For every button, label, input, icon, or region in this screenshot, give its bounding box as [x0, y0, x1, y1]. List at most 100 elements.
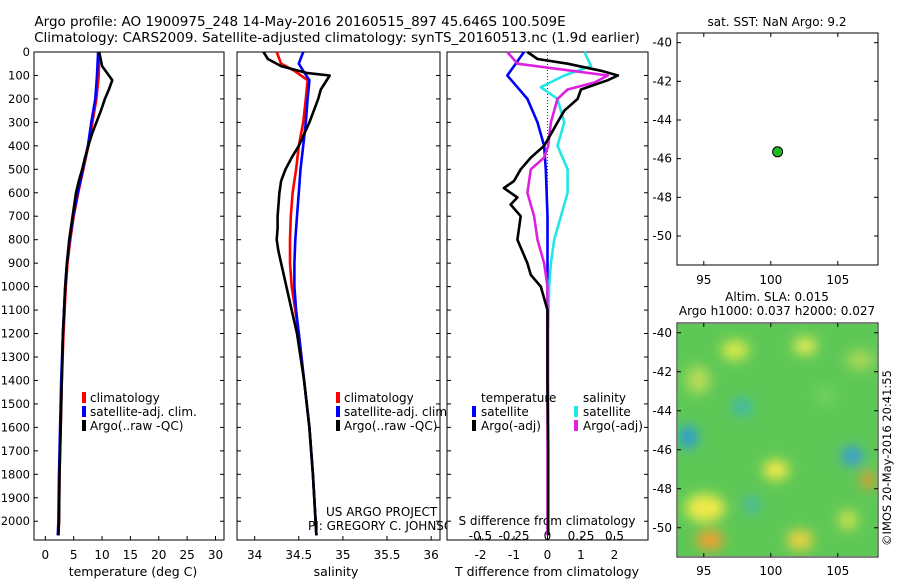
x-tick-label: 36	[424, 548, 439, 562]
x-tick-label: 30	[208, 548, 223, 562]
legend-label-argo: Argo(..raw -QC)	[90, 419, 183, 433]
depth-tick-label: 1000	[1, 280, 30, 294]
depth-tick-label: 2000	[1, 514, 30, 528]
depth-tick-label: 1900	[1, 491, 30, 505]
x-tick-label: 34.5	[285, 548, 312, 562]
x-tick-label: 0	[544, 548, 552, 562]
salinity-depth-ticks	[237, 51, 440, 522]
lat-tick-label: -50	[652, 229, 672, 243]
depth-tick-label: 0	[23, 45, 30, 59]
depth-tick-label: 500	[8, 162, 30, 176]
salinity-axis: 34 34.5 35 35.5 36	[247, 536, 439, 562]
depth-tick-label: 1400	[1, 373, 30, 387]
salinity-panel: 34 34.5 35 35.5 36 climatology satellite-adj…	[236, 51, 462, 579]
lat-tick-label: -40	[652, 36, 672, 50]
lat-tick-label: -42	[652, 365, 672, 379]
location-map-panel: sat. SST: NaN Argo: 9.2 95 100 105 -40 -42 -4…	[652, 15, 879, 287]
legend-swatch-t-argo	[472, 420, 476, 431]
series-line-argo-raw-qc-	[262, 51, 332, 536]
depth-tick-label: 100	[8, 68, 30, 82]
salinity-plot-area	[236, 51, 441, 541]
depth-tick-label: 900	[8, 256, 30, 270]
x-tick-label: 20	[151, 548, 166, 562]
legend-swatch-t-satellite	[472, 406, 476, 417]
depth-tick-label: 1800	[1, 467, 30, 481]
legend-swatch-argo	[336, 420, 340, 431]
s-difference-label: S difference from climatology	[459, 514, 636, 528]
series-line-t-argo-adj-	[502, 50, 620, 536]
x-tick-label: 2	[611, 548, 619, 562]
lon-tick-label: 100	[759, 564, 782, 578]
temperature-legend: climatology satellite-adj. clim. Argo(..…	[82, 391, 197, 433]
s-tick-label: -0.25	[498, 529, 529, 543]
difference-legend: temperature salinity satellite Argo(-adj…	[472, 391, 643, 433]
imos-stamp: ©IMOS 20-May-2016 20:41:55	[880, 370, 894, 546]
legend-title-temperature: temperature	[481, 391, 556, 405]
temperature-series	[56, 51, 114, 536]
lat-tick-label: -46	[652, 443, 672, 457]
legend-swatch-s-satellite	[574, 406, 578, 417]
legend-label-s-argo: Argo(-adj)	[583, 419, 643, 433]
x-tick-label: 35.5	[374, 548, 401, 562]
sla-title-line1: Altim. SLA: 0.015	[725, 290, 829, 304]
credit-project: US ARGO PROJECT	[326, 505, 438, 519]
difference-series	[502, 50, 620, 536]
legend-label-t-satellite: satellite	[481, 405, 529, 419]
lat-tick-label: -44	[652, 404, 672, 418]
temperature-axis: 0 5 10 15 20 25 30	[42, 536, 223, 562]
salinity-series	[262, 51, 332, 536]
legend-label-satellite: satellite-adj. clim.	[344, 405, 451, 419]
temperature-panel: 0100200300400500600700800900100011001200…	[1, 45, 225, 579]
argo-station-marker	[772, 146, 784, 158]
lon-tick-label: 95	[696, 564, 711, 578]
s-tick-label: -0.5	[469, 529, 492, 543]
lat-tick-label: -50	[652, 521, 672, 535]
depth-tick-label: 1100	[1, 303, 30, 317]
legend-label-climatology: climatology	[90, 391, 160, 405]
x-tick-label: 35	[335, 548, 350, 562]
x-tick-label: 25	[179, 548, 194, 562]
depth-tick-label: 300	[8, 115, 30, 129]
x-tick-label: 15	[123, 548, 138, 562]
depth-tick-label: 200	[8, 92, 30, 106]
legend-swatch-climatology	[82, 392, 86, 403]
sla-map-axes: 95 100 105 -40 -42 -44 -46 -48 -50	[652, 323, 878, 578]
x-tick-label: 1	[577, 548, 585, 562]
lat-tick-label: -48	[652, 190, 672, 204]
legend-label-t-argo: Argo(-adj)	[481, 419, 541, 433]
temperature-plot-area	[33, 51, 225, 541]
x-tick-label: 34	[247, 548, 262, 562]
series-line-argo-raw-qc-	[57, 51, 114, 536]
legend-title-salinity: salinity	[583, 391, 626, 405]
lon-tick-label: 100	[759, 273, 782, 287]
legend-swatch-climatology	[336, 392, 340, 403]
legend-label-s-satellite: satellite	[583, 405, 631, 419]
s-tick-label: 0.5	[605, 529, 624, 543]
lon-tick-label: 105	[826, 273, 849, 287]
sla-map-frame	[676, 322, 879, 558]
figure-title-line2: Climatology: CARS2009. Satellite-adjuste…	[34, 30, 640, 46]
legend-label-climatology: climatology	[344, 391, 414, 405]
difference-panel: -2 -1 0 1 2 -0.5 -0.25 0 0.25 0.5 temperature sa…	[446, 50, 649, 579]
s-tick-label: 0.25	[568, 529, 595, 543]
lon-tick-label: 95	[696, 273, 711, 287]
sla-title-line2: Argo h1000: 0.037 h2000: 0.027	[679, 304, 875, 318]
figure-title-line1: Argo profile: AO 1900975_248 14-May-2016…	[34, 14, 565, 30]
legend-swatch-satellite	[82, 406, 86, 417]
depth-tick-label: 700	[8, 209, 30, 223]
legend-label-argo: Argo(..raw -QC)	[344, 419, 437, 433]
t-difference-xlabel: T difference from climatology	[454, 564, 640, 579]
sla-heatmap	[678, 324, 877, 556]
x-tick-label: 5	[70, 548, 78, 562]
x-tick-label: -1	[508, 548, 520, 562]
legend-swatch-argo	[82, 420, 86, 431]
lat-tick-label: -42	[652, 74, 672, 88]
lon-tick-label: 105	[826, 564, 849, 578]
legend-swatch-s-argo	[574, 420, 578, 431]
lat-tick-label: -46	[652, 152, 672, 166]
difference-depth-ticks	[447, 51, 648, 522]
location-map-axes: 95 100 105 -40 -42 -44 -46 -48 -50	[652, 33, 878, 287]
location-map-title: sat. SST: NaN Argo: 9.2	[708, 15, 847, 29]
x-tick-label: 0	[42, 548, 50, 562]
